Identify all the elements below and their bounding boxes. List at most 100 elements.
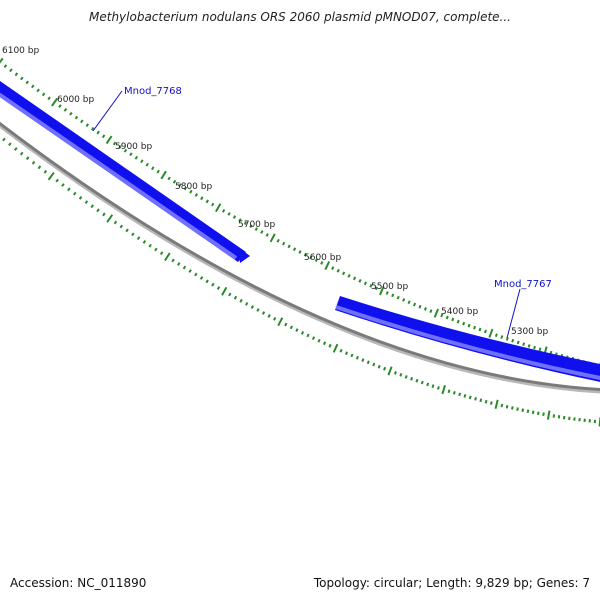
- gene-label-mnod-7767[interactable]: Mnod_7767: [494, 279, 552, 290]
- inner-minor-tick: [300, 330, 305, 335]
- inner-major-tick: [164, 252, 171, 262]
- tick-label-6000: 6000 bp: [57, 95, 94, 105]
- inner-minor-tick: [8, 142, 12, 147]
- inner-minor-tick: [361, 358, 365, 362]
- outer-minor-tick: [172, 179, 177, 184]
- inner-minor-tick: [436, 386, 440, 390]
- outer-minor-tick: [101, 134, 106, 139]
- outer-minor-tick: [183, 186, 188, 191]
- inner-minor-tick: [61, 183, 65, 187]
- outer-minor-tick: [112, 141, 117, 146]
- outer-minor-tick: [483, 329, 487, 334]
- outer-minor-tick: [287, 244, 291, 249]
- outer-minor-tick: [249, 224, 253, 228]
- inner-minor-tick: [431, 384, 435, 389]
- outer-major-tick: [0, 57, 4, 64]
- outer-minor-tick: [309, 255, 313, 260]
- tick-label-6100: 6100 bp: [2, 46, 39, 56]
- outer-minor-tick: [369, 283, 373, 288]
- inner-major-tick: [546, 410, 551, 420]
- inner-minor-tick: [159, 251, 164, 256]
- outer-minor-tick: [30, 84, 35, 89]
- outer-minor-tick: [467, 323, 471, 328]
- gene-label-mnod-7768[interactable]: Mnod_7768: [124, 86, 182, 97]
- outer-major-tick: [324, 261, 331, 271]
- outer-minor-tick: [494, 333, 498, 338]
- outer-minor-tick: [156, 169, 160, 174]
- outer-minor-tick: [451, 317, 455, 322]
- inner-minor-tick: [355, 355, 359, 360]
- outer-minor-tick: [41, 92, 46, 97]
- inner-major-tick: [441, 385, 446, 395]
- outer-minor-tick: [243, 221, 248, 225]
- outer-minor-tick: [429, 309, 433, 313]
- inner-minor-tick: [84, 200, 89, 204]
- inner-minor-tick: [552, 414, 556, 418]
- outer-minor-tick: [505, 337, 509, 341]
- outer-minor-tick: [232, 215, 237, 219]
- inner-minor-tick: [177, 262, 181, 266]
- inner-minor-tick: [96, 208, 100, 213]
- inner-minor-tick: [420, 380, 424, 385]
- inner-minor-tick: [339, 348, 343, 353]
- outer-minor-tick: [440, 313, 444, 318]
- inner-minor-tick: [273, 316, 277, 321]
- inner-minor-tick: [256, 308, 260, 312]
- outer-minor-tick: [358, 278, 362, 283]
- inner-major-tick: [47, 172, 55, 181]
- inner-minor-tick: [344, 351, 349, 355]
- outer-major-tick: [160, 170, 167, 180]
- inner-minor-tick: [452, 391, 456, 395]
- outer-minor-tick: [200, 196, 204, 201]
- inner-minor-tick: [573, 417, 576, 421]
- outer-minor-tick: [374, 286, 378, 291]
- outer-minor-tick: [123, 148, 128, 153]
- outer-major-tick: [433, 308, 439, 318]
- outer-minor-tick: [282, 241, 286, 246]
- outer-minor-tick: [90, 126, 95, 131]
- inner-minor-tick: [31, 160, 36, 165]
- outer-minor-tick: [418, 304, 422, 309]
- inner-minor-tick: [102, 212, 106, 217]
- inner-minor-tick: [311, 336, 316, 341]
- inner-minor-tick: [328, 343, 332, 348]
- inner-minor-tick: [295, 328, 299, 332]
- inner-minor-tick: [289, 325, 294, 330]
- outer-major-tick: [105, 135, 113, 145]
- inner-minor-tick: [37, 165, 42, 170]
- outer-minor-tick: [516, 340, 520, 345]
- outer-minor-tick: [292, 247, 297, 252]
- outer-major-tick: [488, 328, 494, 338]
- inner-minor-tick: [25, 156, 30, 161]
- inner-minor-tick: [537, 411, 540, 415]
- inner-minor-tick: [136, 236, 141, 241]
- outer-minor-tick: [85, 123, 90, 127]
- outer-minor-tick: [178, 183, 182, 188]
- inner-minor-tick: [350, 353, 354, 358]
- inner-minor-tick: [542, 412, 545, 416]
- outer-minor-tick: [527, 344, 531, 348]
- outer-minor-tick: [538, 347, 542, 352]
- inner-minor-tick: [72, 191, 77, 196]
- label-leader-mnod-7768: [92, 90, 123, 132]
- inner-minor-tick: [216, 286, 221, 290]
- inner-minor-tick: [463, 394, 467, 398]
- inner-minor-tick: [148, 243, 152, 248]
- gene-mnod-7767[interactable]: [335, 296, 600, 384]
- inner-minor-tick: [211, 282, 215, 287]
- inner-major-tick: [494, 399, 499, 409]
- outer-minor-tick: [9, 68, 13, 73]
- inner-minor-tick: [55, 178, 59, 183]
- inner-minor-tick: [154, 247, 158, 252]
- inner-minor-tick: [250, 305, 254, 309]
- outer-minor-tick: [407, 300, 411, 305]
- inner-minor-tick: [526, 409, 530, 414]
- gene-mnod-7768[interactable]: [0, 74, 250, 263]
- inner-major-tick: [106, 214, 114, 223]
- inner-minor-tick: [317, 338, 321, 343]
- inner-minor-tick: [531, 410, 535, 415]
- inner-minor-tick: [267, 314, 271, 318]
- inner-minor-tick: [426, 382, 430, 387]
- outer-minor-tick: [445, 315, 449, 320]
